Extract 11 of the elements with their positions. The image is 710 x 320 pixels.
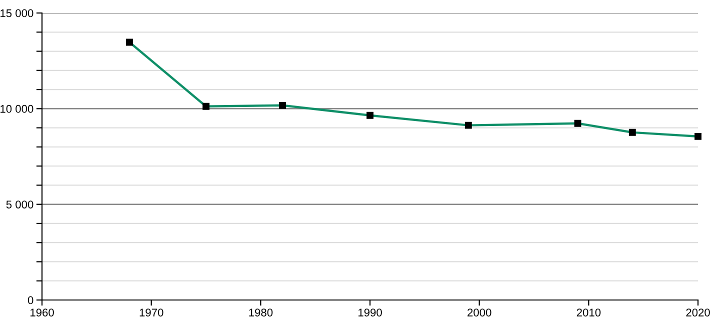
y-tick-label: 10 000: [0, 104, 34, 113]
x-tick-label: 1980: [249, 308, 273, 316]
x-tick-label: 1960: [30, 308, 54, 316]
x-tick-label: 1990: [358, 308, 382, 316]
x-tick-label: 1970: [140, 308, 164, 316]
y-tick-label: 15 000: [0, 9, 34, 18]
x-tick-label: 2010: [576, 308, 601, 316]
y-tick-label: 5 000: [6, 200, 34, 208]
x-tick-label: 2020: [686, 308, 710, 316]
y-tick-label: 0: [28, 296, 34, 304]
x-tick-label: 2000: [468, 308, 492, 316]
